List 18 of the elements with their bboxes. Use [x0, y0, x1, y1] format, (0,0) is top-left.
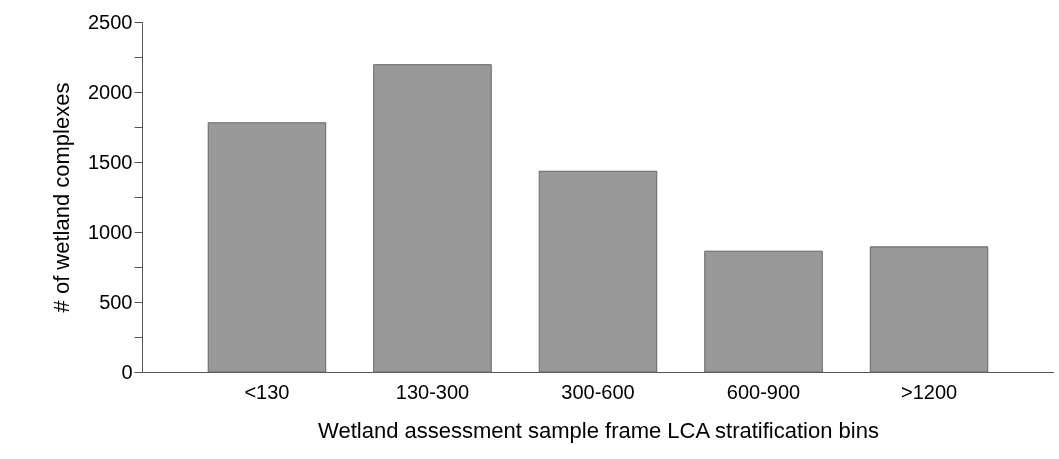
- bar: [207, 122, 327, 373]
- x-tick-label: 130-300: [395, 380, 470, 403]
- bar: [704, 250, 823, 373]
- x-axis-title: Wetland assessment sample frame LCA stratification bins: [318, 417, 879, 443]
- y-tick-label: 1500: [88, 150, 133, 173]
- y-tick-label: 1000: [88, 220, 133, 243]
- bar: [373, 64, 492, 373]
- y-tick-label: 500: [99, 290, 133, 313]
- bar: [869, 246, 989, 373]
- y-tick-label: 2500: [88, 10, 133, 33]
- x-tick-label: <130: [244, 380, 290, 403]
- y-tick-label: 2000: [88, 80, 133, 103]
- x-tick-label: 300-600: [561, 380, 635, 403]
- x-tick-label: >1200: [900, 380, 958, 403]
- y-tick-label: 0: [121, 360, 133, 383]
- bar: [538, 170, 658, 373]
- x-tick-label: 600-900: [726, 380, 801, 403]
- y-axis-title: # of wetland complexes: [49, 82, 75, 313]
